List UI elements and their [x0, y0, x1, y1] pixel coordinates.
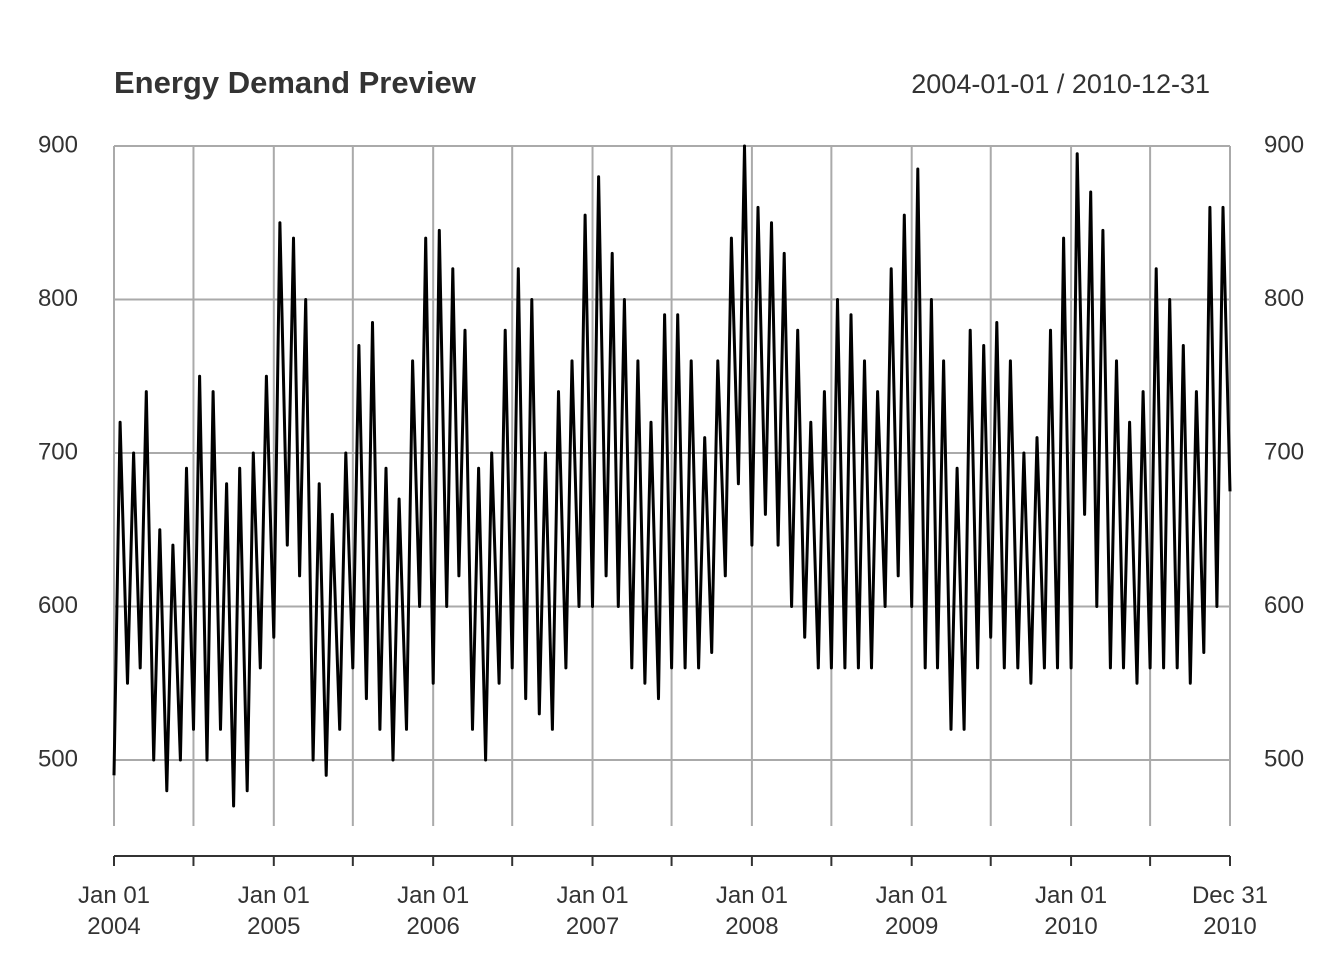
y-tick-label: 500 — [38, 745, 78, 772]
y2-tick-label: 600 — [1264, 592, 1304, 619]
x-tick-label: Jan 01 2007 — [556, 882, 629, 940]
chart-title: Energy Demand Preview — [114, 65, 477, 100]
chart-subtitle: 2004-01-01 / 2010-12-31 — [911, 69, 1210, 99]
x-tick-label: Jan 01 2010 — [1035, 882, 1108, 940]
x-tick-label: Jan 01 2009 — [875, 882, 948, 940]
x-tick-label: Dec 31 2010 — [1191, 882, 1269, 940]
x-tick-label: Jan 01 2006 — [397, 882, 470, 940]
y-tick-label: 900 — [38, 131, 78, 158]
y2-tick-label: 900 — [1264, 131, 1304, 158]
x-tick-label: Jan 01 2005 — [237, 882, 310, 940]
y2-tick-label: 800 — [1264, 285, 1304, 312]
series-line — [112, 144, 1232, 808]
y2-tick-label: 700 — [1264, 438, 1304, 465]
y-tick-label: 700 — [38, 438, 78, 465]
y2-tick-label: 500 — [1264, 745, 1304, 772]
x-tick-label: Jan 01 2008 — [715, 882, 788, 940]
y-tick-label: 600 — [38, 592, 78, 619]
x-tick-label: Jan 01 2004 — [77, 882, 151, 940]
y-tick-label: 800 — [38, 285, 78, 312]
